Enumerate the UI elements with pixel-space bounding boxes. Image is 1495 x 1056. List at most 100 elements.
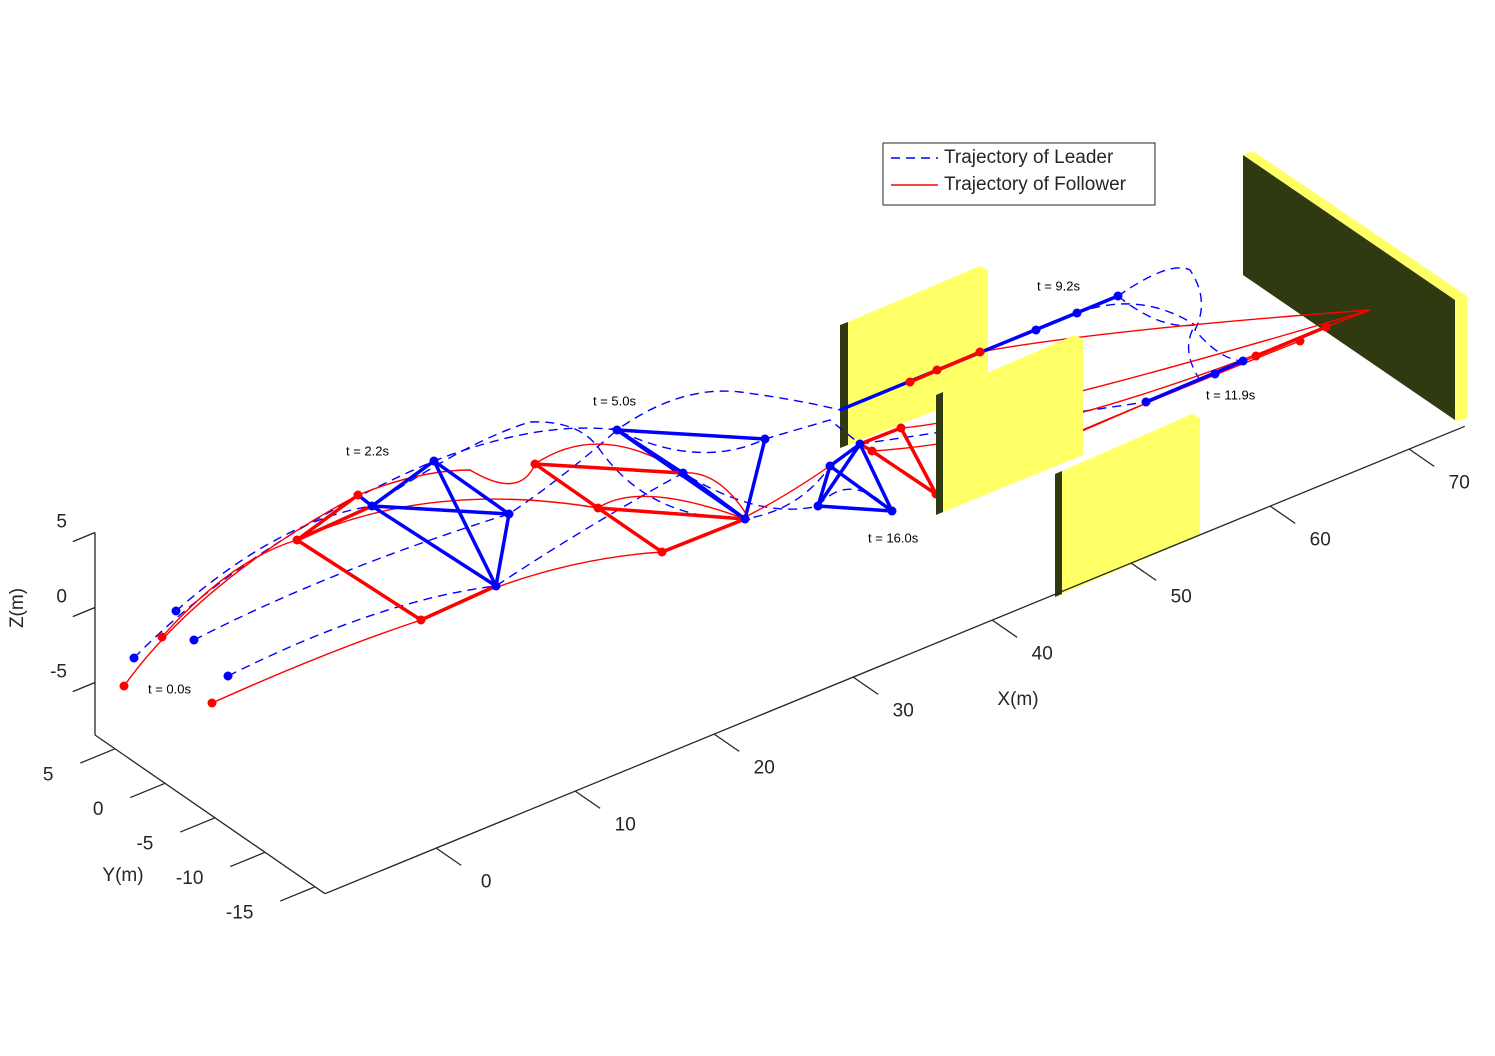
node (491, 581, 501, 591)
node (429, 456, 439, 466)
z-tick-label: 5 (56, 512, 67, 533)
obstacle-side (1055, 471, 1062, 597)
y-tick (80, 748, 116, 764)
node (1072, 308, 1082, 318)
node (1295, 336, 1305, 346)
z-tick (72, 531, 96, 543)
node (612, 425, 622, 435)
node (740, 514, 750, 524)
x-tick-label: 30 (893, 701, 914, 722)
x-tick-label: 0 (481, 872, 492, 893)
obstacle (943, 335, 1083, 512)
node (367, 501, 377, 511)
node (416, 615, 426, 625)
z-tick (72, 606, 96, 618)
x-tick-label: 10 (615, 815, 636, 836)
x-tick-label: 70 (1449, 473, 1470, 494)
annotation: t = 0.0s (148, 681, 191, 696)
follower-formation (533, 462, 746, 554)
obstacle-side (1455, 296, 1467, 422)
x-tick (1408, 448, 1435, 467)
legend: Trajectory of Leader Trajectory of Follo… (882, 142, 1156, 206)
node (1141, 397, 1151, 407)
obstacle-side (936, 392, 943, 515)
node (1321, 322, 1331, 332)
y-tick (180, 817, 216, 833)
leader-trajectory (227, 472, 893, 677)
node (887, 506, 897, 516)
x-axis (324, 425, 1466, 895)
node (292, 535, 302, 545)
y-tick-label: -5 (136, 834, 153, 855)
annotation: t = 11.9s (1206, 387, 1256, 402)
nodes (119, 291, 1331, 708)
node (760, 434, 770, 444)
z-tick-label: 0 (56, 587, 67, 608)
node (905, 377, 915, 387)
annotation: t = 9.2s (1037, 278, 1080, 293)
y-tick (280, 886, 316, 902)
y-tick-label: -10 (176, 868, 203, 889)
annotation: t = 16.0s (868, 530, 919, 545)
node (129, 653, 139, 663)
y-tick (130, 782, 166, 799)
legend-label: Trajectory of Follower (944, 174, 1127, 195)
x-tick (435, 847, 462, 866)
z-axis-label: Z(m) (7, 588, 28, 628)
node (678, 468, 688, 478)
leader-trajectory (193, 419, 861, 641)
node (825, 461, 835, 471)
y-axis (94, 734, 326, 895)
node (504, 509, 514, 519)
node (867, 446, 877, 456)
node (657, 547, 667, 557)
follower-formation (909, 325, 1327, 384)
x-tick-label: 50 (1171, 587, 1192, 608)
annotation: t = 2.2s (346, 443, 389, 458)
node (1238, 356, 1248, 366)
node (1113, 291, 1123, 301)
legend-box (882, 142, 1156, 206)
leader-formation (815, 441, 895, 513)
leader-trajectory (839, 267, 1244, 411)
node (189, 635, 199, 645)
node (855, 439, 865, 449)
follower-trajectory (211, 443, 861, 704)
follower-trajectory (123, 443, 751, 687)
leader-formation (356, 458, 511, 589)
node (1251, 351, 1261, 361)
y-tick-label: -15 (226, 903, 253, 924)
x-tick (713, 733, 740, 752)
follower-trajectory (161, 495, 746, 638)
follower-trajectory (909, 309, 1371, 495)
x-tick (991, 619, 1018, 638)
node (207, 698, 217, 708)
x-tick (574, 790, 601, 809)
node (813, 501, 823, 511)
scene (119, 151, 1467, 708)
node (975, 347, 985, 357)
x-tick-label: 40 (1032, 644, 1053, 665)
x-tick (1130, 562, 1157, 581)
x-tick-label: 20 (754, 758, 775, 779)
x-tick (852, 676, 879, 695)
z-tick (72, 681, 96, 693)
node (171, 606, 181, 616)
annotation: t = 5.0s (593, 393, 636, 408)
node (593, 503, 603, 513)
y-tick-label: 0 (93, 799, 104, 820)
obstacle-top (1243, 151, 1467, 300)
y-axis-label: Y(m) (102, 865, 143, 886)
leader-formation (610, 427, 768, 522)
x-axis-label: X(m) (997, 689, 1038, 710)
node (157, 632, 167, 642)
node (1210, 369, 1220, 379)
node (896, 423, 906, 433)
y-tick-label: 5 (43, 765, 54, 786)
node (223, 671, 233, 681)
x-tick (1269, 505, 1296, 524)
y-tick (230, 851, 266, 868)
node (353, 490, 363, 500)
obstacle-side (840, 322, 848, 448)
